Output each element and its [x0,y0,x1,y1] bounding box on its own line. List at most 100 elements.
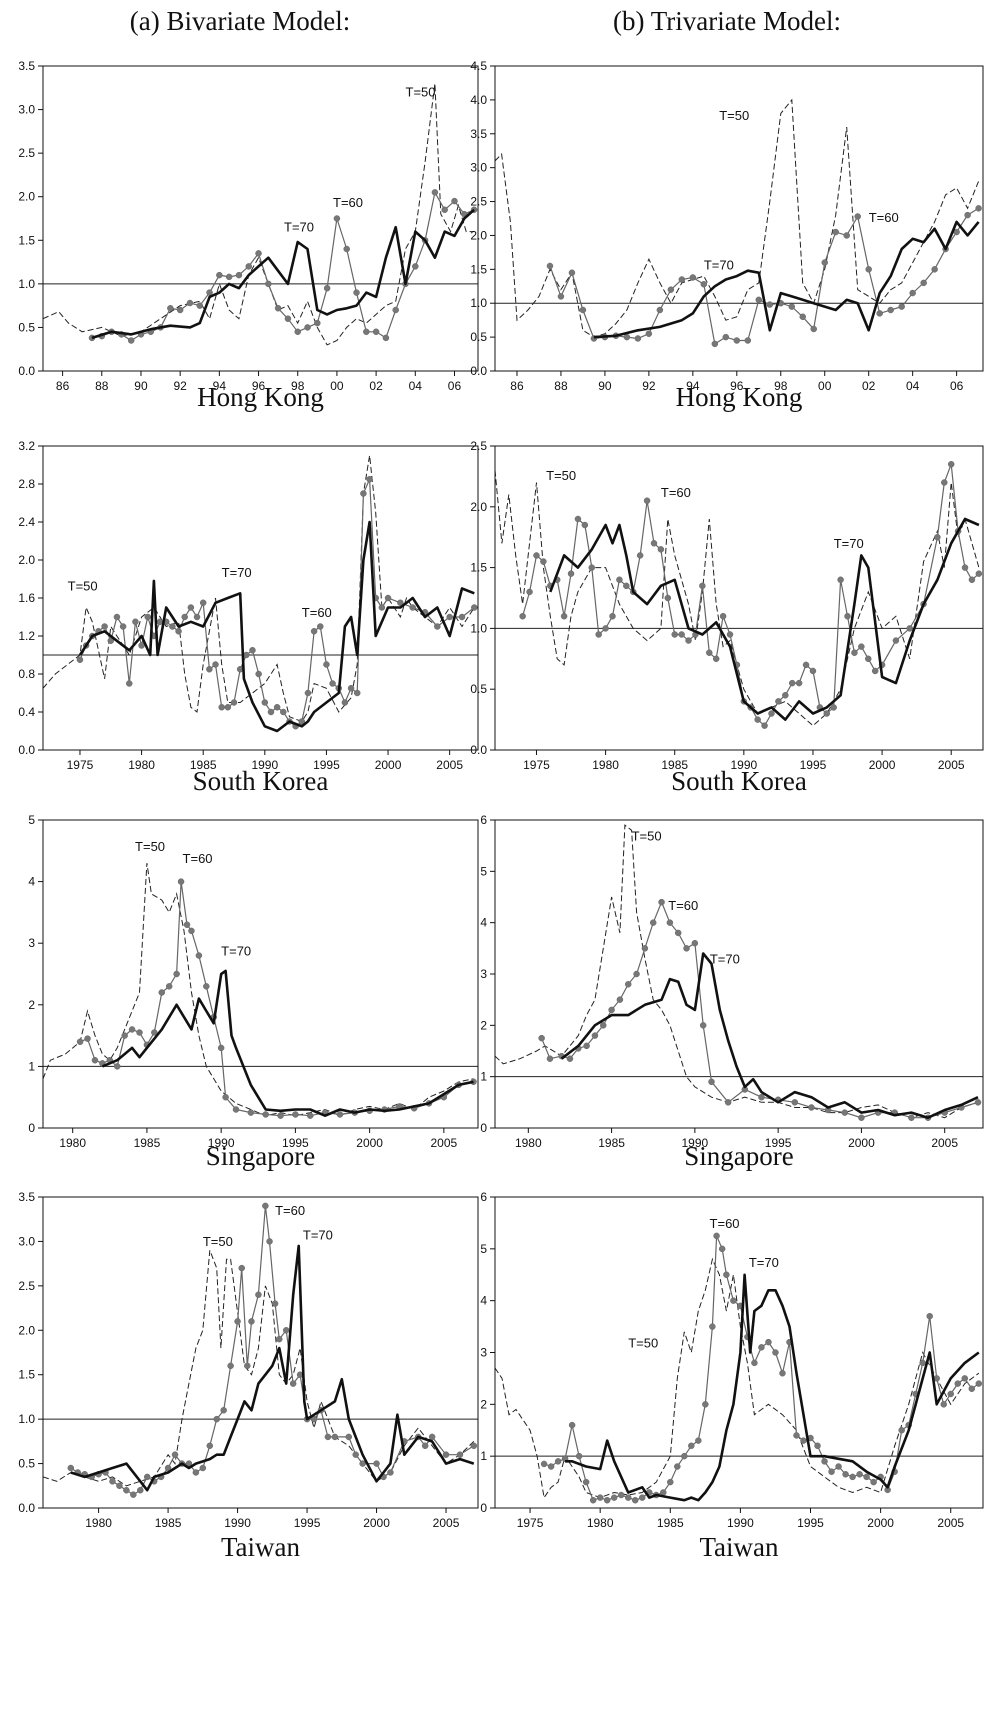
y-tick-label: 1.5 [18,1368,35,1382]
x-tick-label: 06 [950,379,964,393]
series-marker-point [779,1369,786,1377]
series-annotation: T=60 [333,195,363,210]
y-tick-label: 2.5 [470,439,487,453]
series-marker-point [526,588,533,596]
x-tick-label: 2000 [375,758,402,772]
series-marker-point [323,284,331,292]
series-marker-point [212,661,219,668]
series-marker-point [685,637,692,644]
x-tick-label: 1980 [128,758,155,772]
x-tick-label: 00 [818,379,832,393]
series-marker-point [699,582,706,590]
series-dashed-line [43,455,475,723]
series-annotation: T=60 [183,851,213,866]
series-annotation: T=50 [719,108,749,123]
x-tick-label: 88 [554,379,568,393]
x-tick-label: 92 [642,379,656,393]
series-marker-point [851,649,858,656]
y-tick-label: 0.5 [470,682,487,696]
plot-frame [42,819,479,1129]
series-marker-point [121,1032,128,1039]
y-tick-label: 3 [28,936,35,950]
series-marker-point [397,599,404,606]
series-marker-point [683,945,690,952]
series-marker-point [718,1245,726,1253]
y-tick-label: 3.0 [18,1234,35,1248]
series-marker-point [722,333,730,341]
x-tick-label: 1980 [592,758,619,772]
series-marker-point [186,299,194,307]
series-marker-point [203,983,210,990]
series-marker-point [412,263,419,270]
x-tick-label: 88 [95,379,109,393]
series-marker-point [631,1496,639,1504]
x-tick-label: 1995 [313,758,340,772]
y-tick-label: 2 [480,1397,487,1411]
series-marker-point [678,276,686,283]
series-marker-point [709,1323,716,1330]
y-tick-label: 2.0 [18,190,35,204]
y-tick-label: 5 [28,813,35,827]
series-marker-point [730,1297,737,1304]
series-marker-point [273,704,281,711]
series-annotation: T=60 [302,605,332,620]
series-marker-point [595,631,602,638]
series-marker-point [533,552,540,559]
series-marker-point [137,1486,144,1494]
y-tick-label: 0.5 [18,1457,35,1471]
series-marker-point [280,708,287,716]
series-marker-point [596,1494,604,1501]
series-group [43,1202,478,1498]
series-group [495,460,983,729]
series-group [495,824,982,1121]
series-marker-point [608,1006,615,1014]
series-marker-point [681,1452,688,1460]
series-marker-point [765,1338,772,1346]
series-marker-point [892,637,900,644]
y-tick-label: 2.8 [18,477,35,491]
panel-caption: Taiwan [221,1532,301,1562]
series-marker-point [568,269,576,276]
plot-frame [494,819,984,1129]
series-marker-point [788,303,796,310]
series-marker-point [230,699,238,706]
series-marker-point [674,929,682,937]
series-marker-point [695,1437,702,1444]
series-marker-point [310,628,318,635]
x-tick-label: 2005 [938,758,965,772]
series-marker-point [664,594,672,602]
series-annotation: T=70 [303,1228,333,1243]
x-tick-label: 1985 [657,1516,684,1530]
series-marker-point [666,919,674,926]
y-tick-label: 0 [28,1121,35,1135]
chart-panel-b-3: 0 1 2 3 4 5 6 1980 1985 1990 1995 2000 2005 T=50 T=60 T… [480,813,984,1171]
series-marker-point [119,623,127,630]
series-marker-point [317,623,324,630]
series-marker-point [772,1349,779,1356]
series-marker-point [234,1318,241,1325]
series-marker-point [294,328,301,336]
series-marker-point [220,1407,227,1414]
y-tick-label: 0.5 [18,320,35,334]
series-annotation: T=60 [710,1216,740,1231]
series-marker-point [333,215,341,222]
series-marker-point [126,680,133,687]
series-marker-point [674,1463,681,1470]
series-marker-point [540,1460,548,1468]
series-marker-point [617,1491,625,1499]
series-annotation: T=50 [546,468,576,483]
series-marker-point [793,1432,800,1439]
y-tick-label: 4.5 [470,59,487,73]
x-tick-label: 2005 [433,1516,460,1530]
series-marker-point [828,1468,835,1475]
series-marker-point [177,878,185,885]
series-annotation: T=70 [704,257,734,272]
x-tick-label: 1990 [251,758,278,772]
x-tick-label: 02 [369,379,383,393]
series-marker-point [856,1471,863,1478]
series-marker-line [541,900,979,1119]
series-marker-point [363,328,370,336]
series-marker-point [213,1415,220,1423]
series-marker-point [961,564,969,571]
series-marker-point [761,722,768,729]
